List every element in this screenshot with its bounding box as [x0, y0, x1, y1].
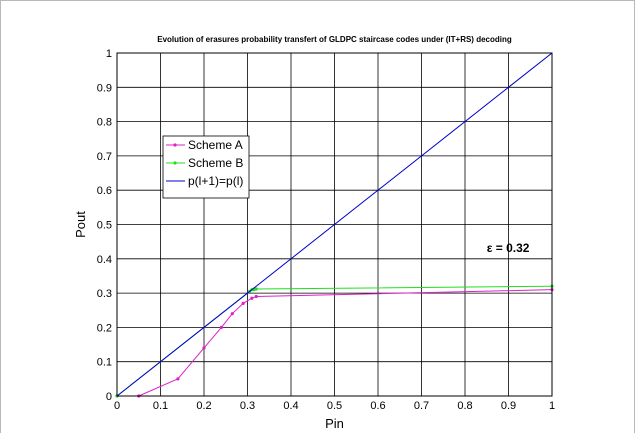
- x-tick-label: 0.7: [414, 400, 429, 412]
- x-tick-label: 0.5: [327, 400, 342, 412]
- series-point: [220, 326, 223, 329]
- legend-label: Scheme A: [188, 138, 243, 152]
- series-point: [231, 312, 234, 315]
- x-tick-label: 0.1: [153, 400, 168, 412]
- chart-title: Evolution of erasures probability transf…: [157, 35, 512, 44]
- legend: Scheme A Scheme B p(l+1)=p(l): [163, 136, 249, 198]
- y-tick-label: 0.7: [97, 151, 112, 163]
- x-tick-label: 0.8: [457, 400, 472, 412]
- series-point: [250, 297, 253, 300]
- y-axis-title: Pout: [73, 211, 88, 238]
- x-tick-label: 0.4: [283, 400, 298, 412]
- x-tick-label: 0.2: [196, 400, 211, 412]
- y-tick-label: 0.8: [97, 117, 112, 129]
- y-tick-label: 0.6: [97, 185, 112, 197]
- legend-label: p(l+1)=p(l): [188, 174, 243, 188]
- y-tick-label: 0.5: [97, 220, 112, 232]
- y-tick-label: 0.2: [97, 322, 112, 334]
- x-tick-label: 0.3: [240, 400, 255, 412]
- y-tick-label: 0.4: [97, 254, 112, 266]
- y-tick-label: 0: [106, 391, 112, 403]
- x-tick-label: 0.6: [370, 400, 385, 412]
- series-point: [255, 287, 258, 290]
- x-axis-title: Pin: [325, 416, 344, 431]
- y-tick-label: 0.1: [97, 357, 112, 369]
- series-point: [255, 295, 258, 298]
- x-tick-label: 0: [114, 400, 120, 412]
- epsilon-annotation: ε = 0.32: [487, 241, 530, 255]
- x-tick-label: 0.9: [501, 400, 516, 412]
- series-point: [242, 302, 245, 305]
- series-point: [176, 377, 179, 380]
- x-tick-label: 1: [549, 400, 555, 412]
- legend-marker: [173, 143, 176, 146]
- series-point: [202, 346, 205, 349]
- legend-marker: [173, 161, 176, 164]
- y-tick-label: 0.9: [97, 82, 112, 94]
- legend-label: Scheme B: [188, 156, 243, 170]
- y-tick-label: 0.3: [97, 288, 112, 300]
- y-tick-label: 1: [106, 48, 112, 60]
